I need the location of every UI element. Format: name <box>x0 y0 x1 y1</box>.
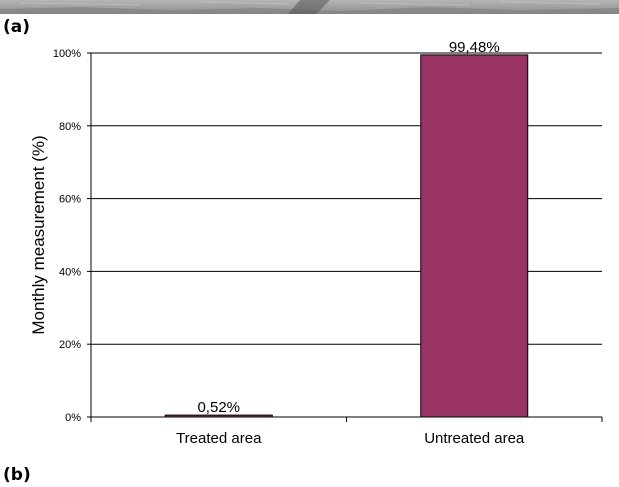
x-tick-label: Untreated area <box>424 430 525 447</box>
y-tick-labels: 0% 20% 40% 60% 80% 100% <box>53 48 81 424</box>
x-tick-label: Treated area <box>176 430 262 447</box>
y-tick-label: 60% <box>59 194 81 206</box>
y-axis-label: Monthly measurement (%) <box>29 135 48 334</box>
panel-label-b: (b) <box>3 465 31 485</box>
y-tick-label: 0% <box>65 412 81 424</box>
y-tick-label: 40% <box>59 266 81 278</box>
panel-label-a: (a) <box>3 17 31 37</box>
bar <box>164 414 273 418</box>
y-tick-label: 100% <box>53 48 81 60</box>
y-tick-label: 80% <box>59 121 81 133</box>
data-label: 99,48% <box>449 39 500 56</box>
data-labels: 0,52% 99,48% <box>197 39 499 416</box>
bar <box>420 54 529 418</box>
y-tick-label: 20% <box>59 339 81 351</box>
data-label: 0,52% <box>197 399 240 416</box>
bars <box>164 54 529 418</box>
x-tick-labels: Treated area Untreated area <box>176 430 525 447</box>
photo-strip <box>0 0 619 14</box>
